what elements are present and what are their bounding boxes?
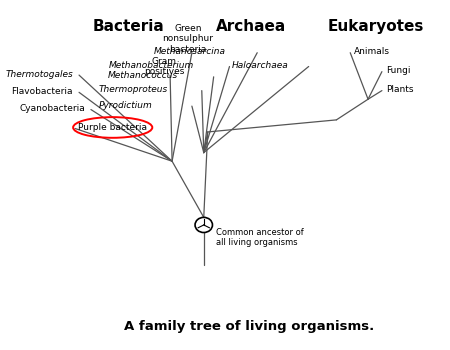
Text: Flavobacteria: Flavobacteria <box>12 87 73 96</box>
Text: Animals: Animals <box>354 47 390 56</box>
Text: Eukaryotes: Eukaryotes <box>328 19 424 34</box>
Text: Bacteria: Bacteria <box>93 19 164 34</box>
Text: Methanococcus: Methanococcus <box>108 71 178 80</box>
Text: Green
nonsulphur
bacteria: Green nonsulphur bacteria <box>162 24 213 54</box>
Text: Gram
positives: Gram positives <box>144 57 184 76</box>
Text: Pyrodictium: Pyrodictium <box>99 101 152 110</box>
Text: Purple bacteria: Purple bacteria <box>78 123 147 132</box>
Text: Haloarchaea: Haloarchaea <box>232 61 289 70</box>
Text: Methanobacterium: Methanobacterium <box>108 61 194 70</box>
Text: Methanosarcina: Methanosarcina <box>153 47 225 56</box>
Text: Plants: Plants <box>386 85 414 94</box>
Text: A family tree of living organisms.: A family tree of living organisms. <box>124 320 374 333</box>
Text: Archaea: Archaea <box>216 19 286 34</box>
Text: Fungi: Fungi <box>386 66 410 76</box>
Text: Thermoproteus: Thermoproteus <box>99 85 168 94</box>
Text: Cyanobacteria: Cyanobacteria <box>19 104 85 113</box>
Text: Thermotogales: Thermotogales <box>5 70 73 79</box>
Text: Common ancestor of
all living organisms: Common ancestor of all living organisms <box>216 228 303 247</box>
